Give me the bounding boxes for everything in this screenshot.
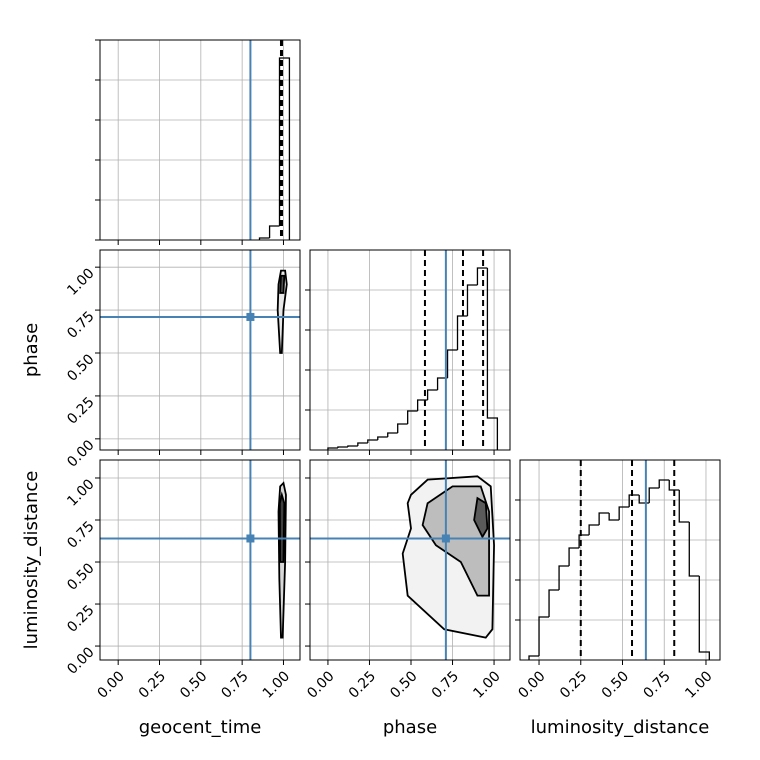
panel-frame bbox=[519, 459, 721, 661]
y-tick-label: 0.50 bbox=[64, 560, 97, 593]
y-tick-label: 1.00 bbox=[64, 476, 97, 509]
x-tick-label: 0.25 bbox=[136, 668, 169, 701]
hist-bin bbox=[668, 480, 680, 491]
panel-frame bbox=[99, 459, 301, 661]
hist-bin bbox=[548, 589, 560, 617]
y-axis-label: luminosity_distance bbox=[21, 471, 42, 650]
hist-bin bbox=[658, 479, 670, 488]
hist-bin bbox=[377, 436, 388, 440]
x-tick-label: 0.50 bbox=[387, 668, 420, 701]
y-tick-label: 0.75 bbox=[64, 308, 97, 341]
hist-bin bbox=[558, 565, 570, 590]
truth-marker bbox=[441, 534, 450, 543]
y-axis-label: phase bbox=[21, 323, 42, 377]
y-tick-label: 1.00 bbox=[64, 266, 97, 299]
hist-bin bbox=[538, 616, 550, 656]
hist-bin bbox=[588, 524, 600, 535]
hist-bin bbox=[638, 495, 650, 504]
hist-bin bbox=[258, 237, 270, 240]
panel-frame bbox=[99, 249, 301, 451]
y-tick-label: 0.25 bbox=[64, 602, 97, 635]
x-tick-label: 1.00 bbox=[470, 668, 503, 701]
hist-bin bbox=[397, 423, 408, 433]
hist-bin bbox=[578, 534, 590, 548]
hist-bin bbox=[347, 445, 358, 447]
x-tick-label: 0.75 bbox=[429, 668, 462, 701]
hist-bin bbox=[598, 512, 610, 525]
panel-frame bbox=[309, 459, 511, 661]
x-tick-label: 0.25 bbox=[557, 668, 590, 701]
x-axis-label: luminosity_distance bbox=[531, 717, 710, 738]
y-tick-label: 0.00 bbox=[64, 437, 97, 470]
x-tick-label: 1.00 bbox=[682, 668, 715, 701]
hist-bin bbox=[337, 446, 348, 448]
hist-bin bbox=[268, 225, 280, 238]
hist-bin bbox=[426, 389, 438, 400]
x-tick-label: 0.75 bbox=[641, 668, 674, 701]
hist-bin bbox=[446, 349, 458, 378]
y-tick-label: 0.00 bbox=[64, 644, 97, 677]
hist-bin bbox=[608, 513, 620, 521]
contour bbox=[421, 485, 490, 597]
x-tick-label: 0.00 bbox=[515, 668, 548, 701]
hist-bin bbox=[528, 655, 540, 660]
contour bbox=[279, 274, 286, 294]
hist-bin bbox=[327, 447, 338, 450]
hist-bin bbox=[407, 410, 418, 424]
hist-bin bbox=[688, 522, 700, 577]
contour bbox=[278, 491, 286, 563]
truth-marker bbox=[246, 312, 255, 321]
x-tick-label: 0.00 bbox=[304, 668, 337, 701]
x-axis-label: phase bbox=[383, 717, 437, 738]
hist-bin bbox=[436, 377, 448, 390]
x-tick-label: 0.50 bbox=[599, 668, 632, 701]
x-tick-label: 0.50 bbox=[177, 668, 210, 701]
hist-bin bbox=[367, 439, 378, 443]
hist-bin bbox=[278, 57, 291, 240]
x-tick-label: 0.25 bbox=[346, 668, 379, 701]
hist-bin bbox=[387, 432, 398, 437]
y-tick-label: 0.50 bbox=[64, 351, 97, 384]
x-axis-label: geocent_time bbox=[139, 717, 262, 738]
hist-bin bbox=[486, 268, 499, 450]
x-tick-label: 0.00 bbox=[94, 668, 127, 701]
hist-bin bbox=[357, 442, 368, 446]
x-tick-label: 0.75 bbox=[218, 668, 251, 701]
hist-bin bbox=[466, 284, 478, 316]
hist-bin bbox=[618, 506, 630, 520]
hist-bin bbox=[568, 547, 580, 566]
x-tick-label: 1.00 bbox=[260, 668, 293, 701]
y-tick-label: 0.25 bbox=[64, 394, 97, 427]
contour bbox=[473, 496, 489, 539]
hist-bin bbox=[456, 315, 468, 350]
panel-frame bbox=[99, 39, 301, 241]
panel-frame bbox=[309, 249, 511, 451]
hist-bin bbox=[476, 267, 488, 285]
hist-bin bbox=[698, 576, 710, 660]
y-tick-label: 0.75 bbox=[64, 518, 97, 551]
hist-bin bbox=[628, 494, 640, 507]
hist-bin bbox=[416, 399, 428, 411]
hist-bin bbox=[648, 487, 660, 503]
truth-marker bbox=[246, 534, 255, 543]
hist-bin bbox=[678, 490, 690, 523]
